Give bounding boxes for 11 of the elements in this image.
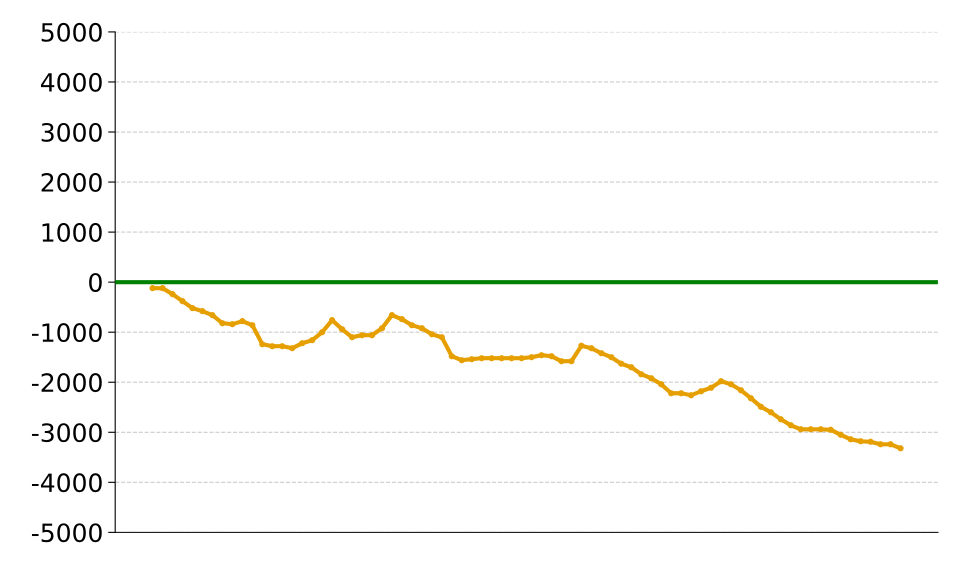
y-tick-label: 5000 [42,22,102,42]
y-tick-label: 0 [89,273,102,292]
y-tick-label: 2000 [42,173,102,192]
y-tick-label: -2000 [32,373,102,392]
y-tick-label: -5000 [32,523,102,542]
y-tick-label: 1000 [42,223,102,242]
y-tick-label: 3000 [42,122,102,142]
y-tick-label: -1000 [32,323,102,342]
y-tick-label: -3000 [32,423,102,442]
y-tick-label: -4000 [32,473,102,492]
y-tick-label: 4000 [40,72,102,92]
